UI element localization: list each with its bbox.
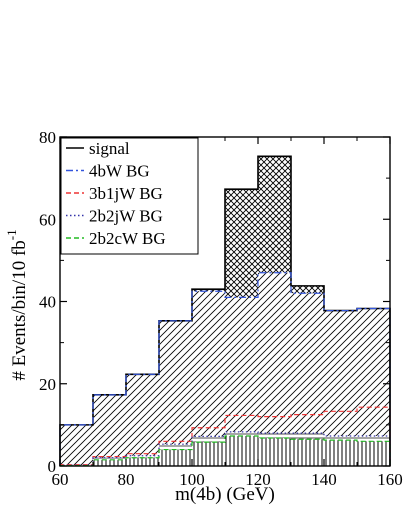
bar-2b2cw-bg-6: [258, 438, 291, 466]
x-tick-label-160: 160: [377, 470, 403, 489]
y-tick-label-80: 80: [39, 128, 56, 147]
legend-label-2b2cw-bg: 2b2cW BG: [89, 229, 166, 248]
x-tick-label-60: 60: [52, 470, 69, 489]
bar-4bw-bg-2: [126, 374, 159, 466]
y-axis-ticks: 0 20 40 60 80: [39, 128, 390, 476]
y-tick-label-20: 20: [39, 375, 56, 394]
histogram-fills: [60, 156, 390, 467]
series-line-3b1jw-bg: [59, 406, 391, 466]
bar-2b2cw-bg-9: [357, 441, 390, 466]
x-axis-ticks: 60 80 100 120 140 160: [52, 137, 403, 489]
bar-2b2cw-bg-4: [192, 442, 225, 466]
y-axis-title-superscript: -1: [4, 229, 19, 240]
x-tick-label-80: 80: [118, 470, 135, 489]
series-line-4bw-bg: [59, 272, 391, 466]
histogram-outlines: [59, 155, 391, 467]
y-tick-label-0: 0: [48, 457, 57, 476]
legend-label-signal: signal: [89, 139, 130, 158]
bar-4bw-bg-0: [60, 424, 93, 466]
x-axis-title: m(4b) (GeV): [175, 484, 275, 505]
bar-2b2cw-bg-8: [324, 440, 357, 466]
y-tick-label-60: 60: [39, 210, 56, 229]
legend-label-4bw-bg: 4bW BG: [89, 162, 150, 181]
bar-2b2cw-bg-3: [159, 449, 192, 466]
y-tick-label-40: 40: [39, 293, 56, 312]
y-axis-title: # Events/bin/10 fb-1: [4, 229, 30, 380]
series-line-2b2cw-bg: [59, 435, 391, 467]
bar-2b2cw-bg-1: [93, 459, 126, 466]
legend-label-2b2jw-bg: 2b2jW BG: [89, 207, 163, 226]
y-axis-title-group: # Events/bin/10 fb-1: [4, 229, 30, 380]
bar-2b2cw-bg-7: [291, 439, 324, 466]
y-axis-title-main: # Events/bin/10 fb: [9, 240, 30, 380]
x-tick-label-140: 140: [311, 470, 337, 489]
bar-2b2cw-bg-5: [225, 435, 258, 466]
bar-4bw-bg-1: [93, 394, 126, 466]
bar-2b2cw-bg-2: [126, 457, 159, 466]
legend: signal 4bW BG 3b1jW BG 2b2jW BG 2b2cW BG: [60, 137, 199, 255]
x-tick-label-100: 100: [179, 470, 205, 489]
x-tick-label-120: 120: [245, 470, 271, 489]
legend-box: [60, 137, 199, 255]
legend-label-3b1jw-bg: 3b1jW BG: [89, 184, 163, 203]
